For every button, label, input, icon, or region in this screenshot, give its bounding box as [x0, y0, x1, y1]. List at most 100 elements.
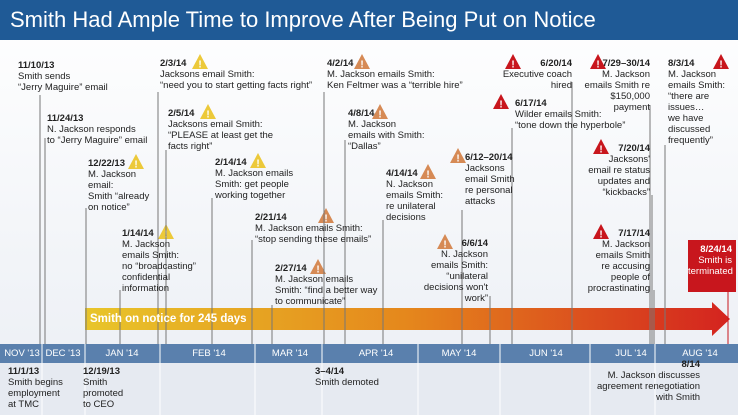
bottom-event: 8/14 M. Jackson discusses agreement renego…: [597, 359, 700, 403]
event-text: “need you to start getting facts right”: [160, 80, 313, 91]
svg-text:!: !: [206, 110, 209, 121]
event: 6/12–20/14 Jacksons email Smith re personal…: [465, 152, 515, 207]
event-date: 4/2/14: [327, 58, 354, 69]
event: 2/27/14 M. Jackson emails Smith: “find a b…: [275, 263, 377, 307]
warning-icon: !: [128, 154, 144, 171]
event-text: we have: [668, 113, 704, 124]
warning-icon: !: [192, 54, 208, 71]
month-label: APR '14: [358, 348, 394, 359]
event: 12/22/13 M. Jackson email: Smith “already on…: [88, 158, 149, 213]
event-text: emails Smith:: [122, 250, 180, 261]
warning-icon: !: [505, 54, 521, 71]
event: 2/5/14 Jacksons email Smith: “PLEASE at le…: [168, 108, 273, 152]
event-text: emails Smith re: [584, 80, 650, 91]
event-date: 2/3/14: [160, 58, 187, 69]
warning-icon: !: [310, 259, 326, 276]
event-date: 6/20/14: [540, 58, 572, 69]
event-date: 6/6/14: [461, 238, 488, 249]
event-text: M. Jackson: [122, 239, 171, 250]
event-text: Jacksons email Smith:: [160, 69, 255, 80]
warning-icon: !: [420, 164, 436, 181]
warning-icon: !: [372, 104, 388, 121]
event-date: 11/10/13: [18, 60, 55, 71]
event-text: emails Smith:: [430, 260, 488, 271]
event-text: M. Jackson emails Smith:: [327, 69, 435, 80]
event-text: on notice”: [88, 202, 130, 213]
event-text: discussed: [668, 124, 711, 135]
event-text: promoted: [83, 388, 124, 399]
event: 7/20/14 Jacksons' email re status updates a…: [588, 143, 650, 198]
event-text: N. Jackson: [441, 249, 488, 260]
event: 2/3/14 Jacksons email Smith: “need you to …: [160, 58, 312, 91]
warning-icon: !: [318, 208, 334, 225]
event-text: at TMC: [8, 399, 39, 410]
event-date: 8/24/14: [700, 244, 732, 255]
event-date: 2/14/14: [215, 157, 247, 168]
month-label: AUG '14: [682, 348, 718, 359]
event: 6/20/14 Executive coach hired: [503, 58, 572, 91]
svg-text:!: !: [256, 159, 259, 170]
event-text: Smith “already: [88, 191, 150, 202]
svg-text:!: !: [378, 110, 381, 121]
event: 11/24/13 N. Jackson responds to “Jerry Mag…: [47, 113, 147, 146]
event-text: information: [122, 283, 169, 294]
event-text: email Smith: [465, 174, 515, 185]
event-text: Smith is: [698, 255, 732, 266]
event-text: M. Jackson: [601, 69, 650, 80]
warning-icon: !: [450, 148, 466, 165]
event-text: Smith demoted: [315, 377, 379, 388]
event-date: 11/1/13: [8, 366, 40, 377]
svg-text:!: !: [719, 60, 722, 71]
event-date: 7/17/14: [618, 228, 650, 239]
event-text: Ken Feltmer was a “terrible hire”: [327, 80, 463, 91]
month-label: JAN '14: [105, 348, 139, 359]
svg-text:!: !: [134, 160, 137, 171]
event-text: decisions won't: [423, 282, 488, 293]
notice-arrow: [85, 302, 730, 336]
month-label: DEC '13: [45, 348, 81, 359]
warning-icon: !: [354, 54, 370, 71]
event-text: Smith begins: [8, 377, 63, 388]
svg-text:!: !: [499, 100, 502, 111]
event-text: to “Jerry Maguire” email: [47, 135, 148, 146]
event-text: Smith sends: [18, 71, 71, 82]
event-text: re unilateral: [386, 201, 436, 212]
event-date: 2/21/14: [255, 212, 287, 223]
event: 2/14/14 M. Jackson emails Smith: get peopl…: [215, 157, 293, 201]
event: 7/17/14 M. Jackson emails Smith re accusing…: [588, 228, 650, 294]
warning-icon: !: [593, 139, 609, 156]
warning-icon: !: [590, 54, 606, 71]
event-date: 4/14/14: [386, 168, 418, 179]
event-date: 11/24/13: [47, 113, 84, 124]
event-date: 2/27/14: [275, 263, 307, 274]
event-text: re personal: [465, 185, 513, 196]
event-text: emails Smith:: [386, 190, 444, 201]
event-text: with Smith: [656, 392, 700, 403]
svg-text:!: !: [456, 154, 459, 165]
event-text: agreement renegotiation: [597, 381, 700, 392]
event-text: “Dallas”: [348, 141, 381, 152]
warning-icon: !: [493, 94, 509, 111]
event-date: 1/14/14: [122, 228, 154, 239]
event-text: N. Jackson responds: [47, 124, 136, 135]
event-text: decisions: [386, 212, 426, 223]
month-label: JUN '14: [529, 348, 563, 359]
event: 11/10/13 Smith sends “Jerry Maguire” email: [18, 60, 108, 93]
event-text: M. Jackson emails: [275, 274, 354, 285]
bottom-band: [0, 363, 738, 415]
event-text: email re status: [588, 165, 650, 176]
event-text: Smith: “find a better way: [275, 285, 378, 296]
event-text: emails Smith: [595, 250, 650, 261]
event-text: frequently”: [668, 135, 713, 146]
event: 6/6/14 N. Jackson emails Smith: “unilateral…: [424, 238, 488, 304]
event-text: “there are: [668, 91, 710, 102]
event: 4/8/14 M. Jackson emails with Smith: “Dalla…: [348, 108, 425, 152]
event-text: updates and: [597, 176, 650, 187]
event: 4/2/14 M. Jackson emails Smith: Ken Feltme…: [327, 58, 463, 91]
svg-text:!: !: [511, 60, 514, 71]
event-date: 4/8/14: [348, 108, 375, 119]
event-date: 12/19/13: [83, 366, 120, 377]
event-text: “kickbacks”: [602, 187, 650, 198]
